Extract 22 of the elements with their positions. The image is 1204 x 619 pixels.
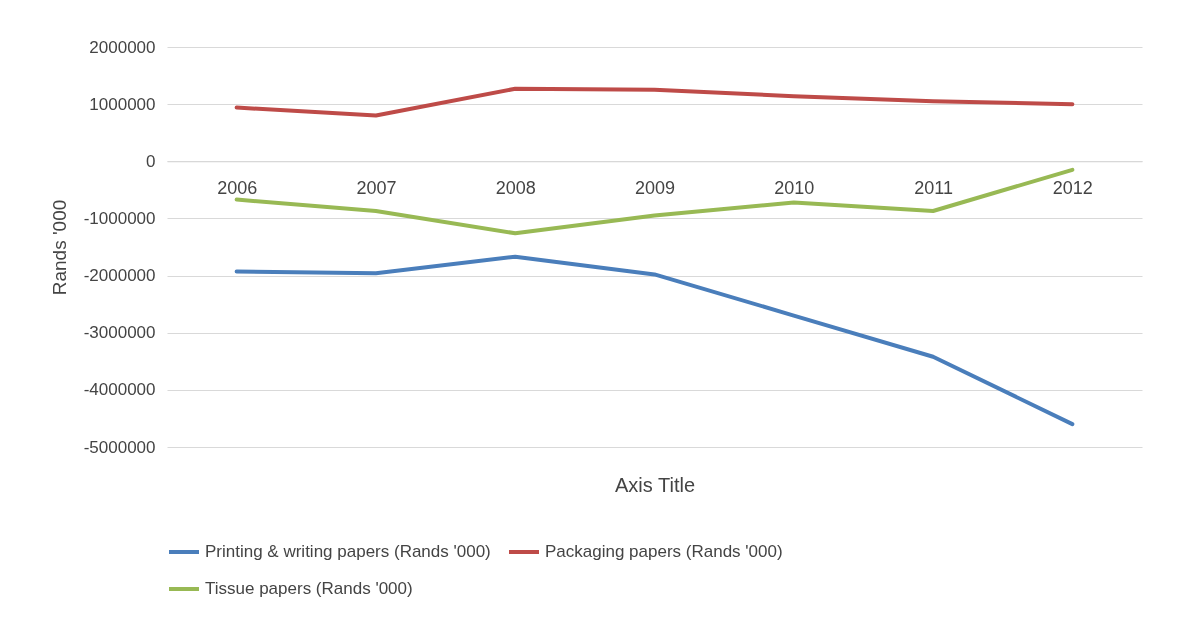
legend-label: Printing & writing papers (Rands '000) [205, 542, 491, 561]
x-tick-label: 2008 [495, 177, 536, 198]
line-series [234, 86, 1075, 118]
y-tick-label: 1000000 [89, 94, 156, 114]
y-tick-label: -1000000 [83, 208, 156, 228]
legend-label: Packaging papers (Rands '000) [545, 542, 783, 561]
y-axis-title: Rands '000 [48, 199, 70, 296]
x-tick-label: 2010 [774, 177, 815, 198]
x-tick-label: 2009 [634, 177, 676, 198]
y-tick-label: -5000000 [83, 437, 156, 457]
y-tick-label: -4000000 [83, 380, 156, 400]
line-series [234, 254, 1075, 427]
x-tick-label: 2011 [914, 177, 953, 198]
x-tick-label: 2007 [356, 177, 397, 198]
y-tick-label: -2000000 [83, 266, 156, 286]
y-tick-label: 0 [146, 151, 156, 171]
y-tick-label: 2000000 [89, 37, 156, 57]
x-tick-label: 2012 [1052, 177, 1093, 198]
x-axis-title: Axis Title [614, 473, 696, 496]
legend-label: Tissue papers (Rands '000) [205, 579, 413, 598]
x-tick-label: 2006 [217, 177, 258, 198]
y-tick-label: -3000000 [83, 323, 156, 343]
